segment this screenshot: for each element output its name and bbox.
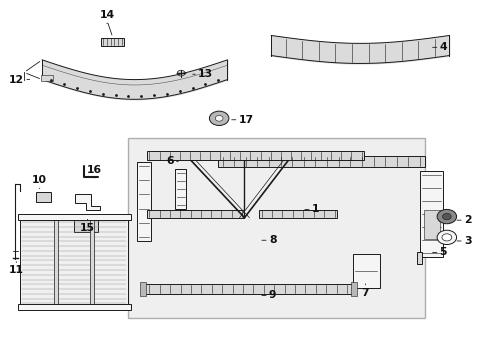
Text: 9: 9 <box>268 291 276 301</box>
Polygon shape <box>75 194 100 211</box>
Bar <box>137 162 151 241</box>
Text: 4: 4 <box>439 42 446 52</box>
Bar <box>147 151 363 160</box>
Bar <box>18 305 131 310</box>
Bar <box>144 284 351 294</box>
Text: 13: 13 <box>198 69 213 79</box>
Bar <box>54 220 58 306</box>
Bar <box>352 253 379 288</box>
Bar <box>101 38 124 45</box>
Text: 1: 1 <box>311 204 319 215</box>
Bar <box>423 211 439 239</box>
Text: 8: 8 <box>268 235 276 245</box>
Bar <box>259 210 336 218</box>
Text: 2: 2 <box>463 215 470 225</box>
Text: 10: 10 <box>32 175 47 185</box>
Bar <box>128 138 424 318</box>
Text: 15: 15 <box>80 223 95 233</box>
Text: 6: 6 <box>166 156 173 166</box>
Bar <box>416 252 422 264</box>
Circle shape <box>441 234 451 241</box>
Bar <box>74 215 98 232</box>
Bar <box>89 220 93 306</box>
Text: 5: 5 <box>439 247 446 257</box>
Circle shape <box>209 111 228 126</box>
Circle shape <box>436 210 456 224</box>
Bar <box>217 156 424 167</box>
Text: 3: 3 <box>463 236 470 246</box>
Text: 7: 7 <box>361 288 368 298</box>
Text: 16: 16 <box>86 165 102 175</box>
Circle shape <box>442 213 450 220</box>
Text: 11: 11 <box>9 265 24 275</box>
Circle shape <box>436 230 456 244</box>
Bar <box>147 210 244 218</box>
Text: 12: 12 <box>9 75 24 85</box>
Bar <box>36 192 51 202</box>
Bar <box>140 282 145 296</box>
Bar <box>350 282 356 296</box>
Text: 14: 14 <box>99 10 114 21</box>
Bar <box>41 75 53 81</box>
Bar <box>419 171 443 257</box>
Bar <box>18 214 131 220</box>
Circle shape <box>177 70 184 76</box>
Circle shape <box>215 116 223 121</box>
Bar <box>175 169 185 209</box>
Bar <box>20 220 128 306</box>
Text: 17: 17 <box>238 115 253 125</box>
